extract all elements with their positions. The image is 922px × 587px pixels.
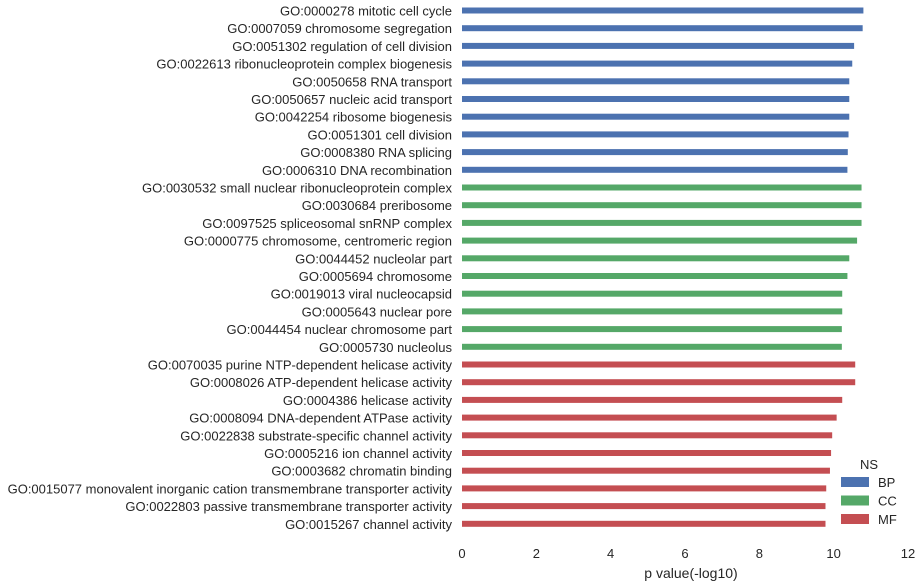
bar-bp bbox=[462, 25, 863, 32]
category-label: GO:0006310 DNA recombination bbox=[262, 163, 452, 178]
category-label: GO:0008026 ATP-dependent helicase activi… bbox=[190, 375, 453, 390]
x-tick-label: 8 bbox=[756, 546, 763, 561]
category-labels: GO:0000278 mitotic cell cycle GO:0007059 … bbox=[8, 4, 453, 532]
bar-cc bbox=[462, 202, 862, 209]
category-label: GO:0097525 spliceosomal snRNP complex bbox=[202, 216, 452, 231]
category-label: GO:0007059 chromosome segregation bbox=[227, 21, 452, 36]
category-label: GO:0008380 RNA splicing bbox=[300, 145, 452, 160]
category-label: GO:0003682 chromatin binding bbox=[271, 464, 452, 479]
legend-swatch-cc bbox=[841, 495, 869, 506]
bar-cc bbox=[462, 255, 850, 262]
legend: NS BP CC MF bbox=[841, 457, 897, 527]
bar-bp bbox=[462, 131, 849, 138]
legend-items: BP CC MF bbox=[841, 475, 897, 527]
x-tick-label: 4 bbox=[607, 546, 614, 561]
category-label: GO:0015077 monovalent inorganic cation t… bbox=[8, 481, 453, 496]
bars-layer bbox=[462, 7, 864, 527]
bar-mf bbox=[462, 503, 826, 510]
category-label: GO:0019013 viral nucleocapsid bbox=[271, 287, 452, 302]
x-axis-ticks: 0 2 4 6 8 10 12 bbox=[458, 546, 915, 561]
category-label: GO:0000278 mitotic cell cycle bbox=[280, 4, 452, 19]
category-label: GO:0005643 nuclear pore bbox=[302, 304, 452, 319]
bar-bp bbox=[462, 78, 850, 85]
bar-mf bbox=[462, 432, 833, 439]
category-label: GO:0051301 cell division bbox=[307, 127, 452, 142]
legend-label-cc: CC bbox=[878, 494, 897, 509]
bar-bp bbox=[462, 96, 850, 102]
bar-cc bbox=[462, 219, 862, 226]
bar-mf bbox=[462, 414, 837, 421]
category-label: GO:0044454 nuclear chromosome part bbox=[227, 322, 453, 337]
x-axis-title: p value(-log10) bbox=[644, 565, 737, 581]
category-label: GO:0070035 purine NTP-dependent helicase… bbox=[148, 358, 453, 373]
legend-swatch-bp bbox=[841, 477, 869, 487]
bar-bp bbox=[462, 113, 850, 120]
bar-mf bbox=[462, 450, 832, 456]
category-label: GO:0000775 chromosome, centromeric regio… bbox=[184, 234, 452, 249]
category-label: GO:0005730 nucleolus bbox=[319, 340, 452, 355]
legend-title: NS bbox=[860, 457, 878, 472]
category-label: GO:0008094 DNA-dependent ATPase activity bbox=[189, 411, 452, 426]
bar-bp bbox=[462, 7, 864, 14]
category-label: GO:0042254 ribosome biogenesis bbox=[255, 110, 453, 125]
category-label: GO:0051302 regulation of cell division bbox=[232, 39, 452, 54]
category-label: GO:0050657 nucleic acid transport bbox=[251, 92, 452, 107]
category-label: GO:0030532 small nuclear ribonucleoprote… bbox=[142, 181, 453, 196]
bar-cc bbox=[462, 184, 862, 191]
bar-mf bbox=[462, 396, 843, 403]
bar-mf bbox=[462, 379, 856, 386]
category-label: GO:0022803 passive transmembrane transpo… bbox=[125, 499, 452, 514]
category-label: GO:0005694 chromosome bbox=[299, 269, 452, 284]
x-tick-label: 0 bbox=[458, 546, 465, 561]
category-label: GO:0030684 preribosome bbox=[302, 198, 452, 213]
category-label: GO:0015267 channel activity bbox=[285, 517, 452, 532]
bar-cc bbox=[462, 273, 848, 279]
legend-label-bp: BP bbox=[878, 475, 895, 490]
legend-label-mf: MF bbox=[878, 512, 897, 527]
bar-mf bbox=[462, 485, 827, 492]
category-label: GO:0050658 RNA transport bbox=[292, 74, 452, 89]
bar-cc bbox=[462, 343, 842, 350]
x-tick-label: 10 bbox=[826, 546, 840, 561]
bar-mf bbox=[462, 520, 826, 527]
category-label: GO:0005216 ion channel activity bbox=[264, 446, 452, 461]
bar-cc bbox=[462, 308, 843, 315]
bar-mf bbox=[462, 361, 856, 368]
x-tick-label: 2 bbox=[533, 546, 540, 561]
legend-swatch-mf bbox=[841, 514, 869, 524]
bar-bp bbox=[462, 149, 848, 156]
category-label: GO:0022838 substrate-specific channel ac… bbox=[180, 428, 452, 443]
bar-cc bbox=[462, 290, 843, 297]
bar-bp bbox=[462, 166, 848, 173]
bar-cc bbox=[462, 326, 842, 333]
category-label: GO:0044452 nucleolar part bbox=[295, 251, 452, 266]
x-tick-label: 12 bbox=[901, 546, 915, 561]
bar-bp bbox=[462, 42, 855, 49]
bar-cc bbox=[462, 237, 858, 244]
category-label: GO:0022613 ribonucleoprotein complex bio… bbox=[156, 57, 452, 72]
x-tick-label: 6 bbox=[681, 546, 688, 561]
bar-mf bbox=[462, 467, 830, 474]
bar-bp bbox=[462, 60, 853, 67]
category-label: GO:0004386 helicase activity bbox=[283, 393, 453, 408]
